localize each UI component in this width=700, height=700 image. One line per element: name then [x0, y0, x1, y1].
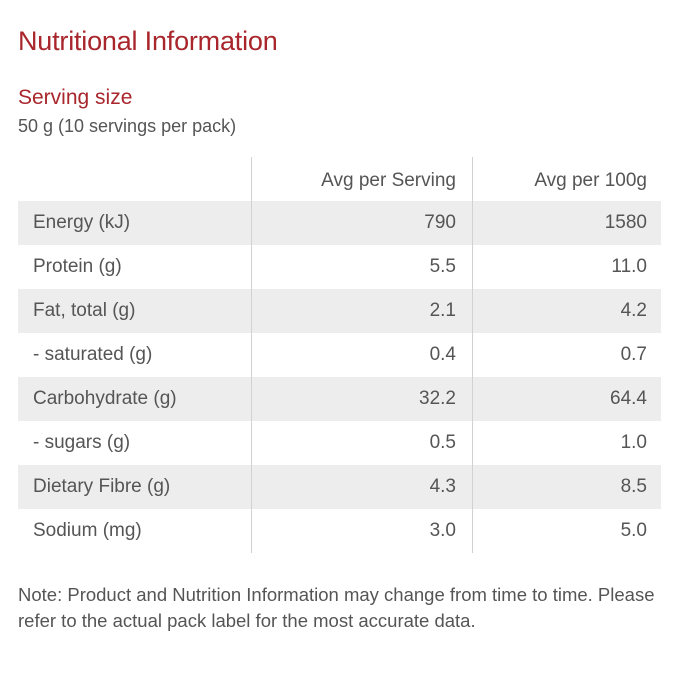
per-100g-value: 64.4 — [610, 388, 647, 409]
per-serving-value: 790 — [424, 212, 456, 233]
column-divider — [472, 157, 473, 553]
column-divider — [251, 157, 252, 553]
serving-size-heading: Serving size — [18, 86, 133, 109]
per-serving-value: 0.4 — [429, 344, 456, 365]
table-row: Energy (kJ) 790 1580 — [18, 201, 661, 245]
table-row: - sugars (g) 0.5 1.0 — [18, 421, 661, 465]
nutrient-label: - sugars (g) — [33, 432, 131, 453]
table-row: Sodium (mg) 3.0 5.0 — [18, 509, 661, 553]
nutrient-label: Dietary Fibre (g) — [33, 476, 171, 497]
per-serving-value: 4.3 — [429, 476, 456, 497]
table-header-row: Avg per Serving Avg per 100g — [18, 157, 661, 201]
per-serving-value: 32.2 — [419, 388, 456, 409]
nutrient-label: Carbohydrate (g) — [33, 388, 177, 409]
per-100g-value: 8.5 — [620, 476, 647, 497]
nutrient-label: Energy (kJ) — [33, 212, 131, 233]
table-row: Fat, total (g) 2.1 4.2 — [18, 289, 661, 333]
table-row: Carbohydrate (g) 32.2 64.4 — [18, 377, 661, 421]
disclaimer-note: Note: Product and Nutrition Information … — [18, 584, 655, 631]
per-100g-value: 1580 — [604, 212, 647, 233]
nutrient-label: - saturated (g) — [33, 344, 153, 365]
nutrition-table: Avg per Serving Avg per 100g Energy (kJ)… — [18, 157, 661, 553]
per-100g-value: 11.0 — [611, 256, 647, 277]
per-100g-value: 0.7 — [620, 344, 647, 365]
per-serving-value: 5.5 — [429, 256, 456, 277]
per-serving-value: 2.1 — [429, 300, 456, 321]
per-100g-value: 4.2 — [620, 300, 647, 321]
nutrient-label: Protein (g) — [33, 256, 122, 277]
per-serving-value: 0.5 — [429, 432, 456, 453]
nutrient-label: Fat, total (g) — [33, 300, 136, 321]
per-100g-value: 5.0 — [620, 520, 647, 541]
header-avg-per-100g: Avg per 100g — [534, 170, 647, 191]
table-row: Protein (g) 5.5 11.0 — [18, 245, 661, 289]
table-row: - saturated (g) 0.4 0.7 — [18, 333, 661, 377]
per-serving-value: 3.0 — [429, 520, 456, 541]
header-avg-per-serving: Avg per Serving — [321, 170, 456, 191]
serving-size-value: 50 g (10 servings per pack) — [18, 116, 237, 136]
table-row: Dietary Fibre (g) 4.3 8.5 — [18, 465, 661, 509]
page-title: Nutritional Information — [18, 26, 278, 56]
nutrient-label: Sodium (mg) — [33, 520, 142, 541]
per-100g-value: 1.0 — [620, 432, 647, 453]
